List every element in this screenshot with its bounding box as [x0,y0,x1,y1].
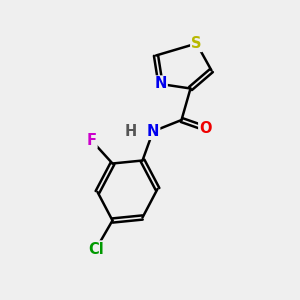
Text: S: S [191,36,202,51]
Text: O: O [199,121,212,136]
Text: F: F [86,133,97,148]
Text: H: H [124,124,136,139]
Text: N: N [147,124,159,139]
Text: N: N [154,76,167,92]
Text: Cl: Cl [88,242,104,256]
